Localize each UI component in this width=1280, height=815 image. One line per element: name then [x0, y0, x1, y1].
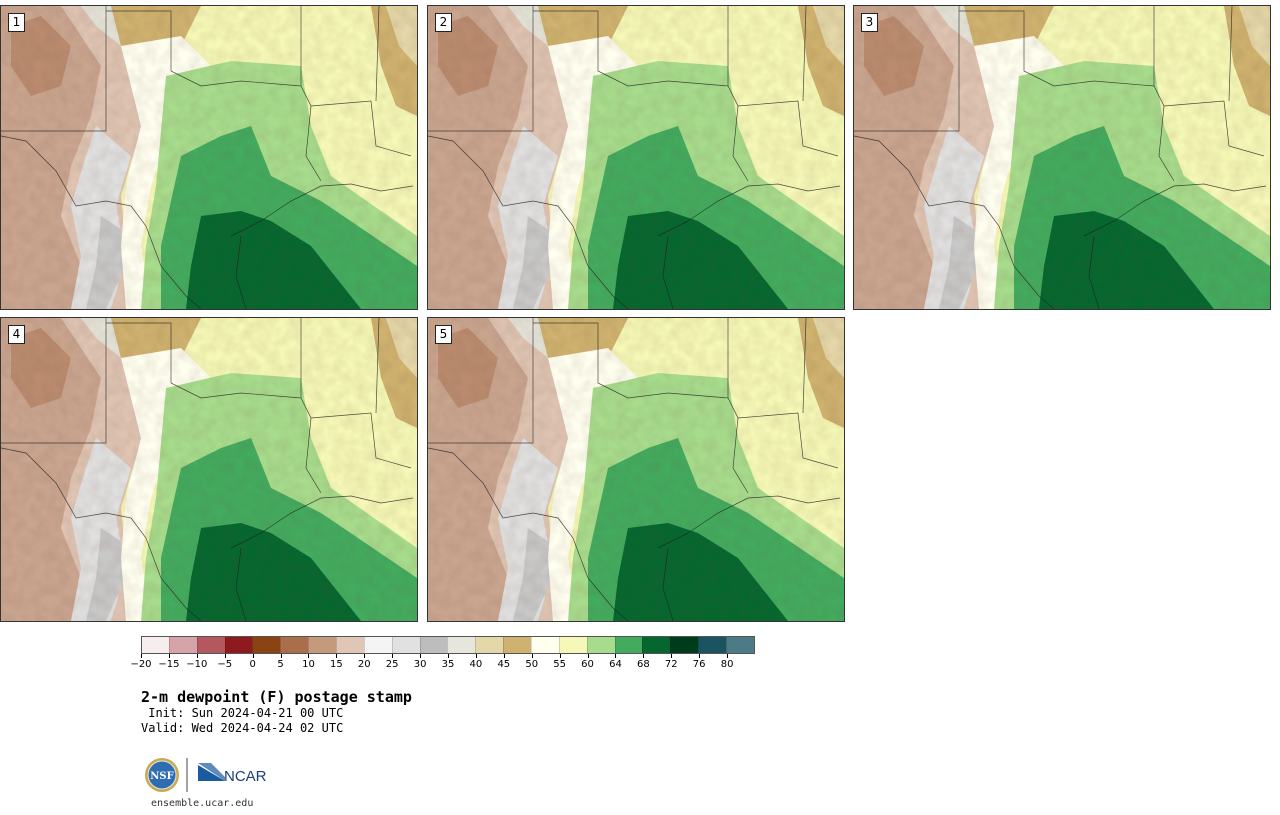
colorbar-swatch — [419, 637, 448, 653]
colorbar-swatch — [503, 637, 532, 653]
dewpoint-map — [1, 6, 417, 309]
colorbar-swatch — [475, 637, 504, 653]
colorbar-tick — [224, 654, 226, 658]
colorbar-swatch — [642, 637, 671, 653]
colorbar-swatch — [363, 637, 392, 653]
colorbar-swatch — [391, 637, 420, 653]
map-panel-5: 5 — [427, 317, 845, 622]
colorbar-tick — [336, 654, 338, 658]
colorbar-tick-label: 5 — [277, 659, 284, 670]
colorbar-tick — [531, 654, 533, 658]
colorbar-swatch — [142, 637, 169, 653]
colorbar-tick — [727, 654, 729, 658]
colorbar-tick-label: 68 — [636, 659, 650, 670]
colorbar-tick — [168, 654, 170, 658]
colorbar-tick-label: 76 — [692, 659, 706, 670]
colorbar-tick-label: −15 — [158, 659, 180, 670]
panel-number-label: 4 — [8, 325, 25, 344]
colorbar-tick — [671, 654, 673, 658]
colorbar-tick-label: 50 — [525, 659, 539, 670]
colorbar-tick-label: 40 — [469, 659, 483, 670]
colorbar-tick-label: 55 — [553, 659, 566, 670]
colorbar-swatch — [308, 637, 337, 653]
colorbar-tick — [475, 654, 477, 658]
panel-number-label: 2 — [435, 13, 452, 32]
dewpoint-map — [1, 318, 417, 621]
colorbar-tick — [615, 654, 617, 658]
colorbar-swatch — [252, 637, 281, 653]
map-panel-1: 1 — [0, 5, 418, 310]
colorbar-swatch — [224, 637, 253, 653]
panel-number-label: 5 — [435, 325, 452, 344]
panel-number-label: 1 — [8, 13, 25, 32]
title-block: 2-m dewpoint (F) postage stamp Init: Sun… — [141, 688, 412, 736]
colorbar-tick-label: 20 — [357, 659, 371, 670]
nsf-logo-icon: NSF — [145, 758, 179, 792]
dewpoint-map — [428, 318, 844, 621]
colorbar-tick-label: 0 — [249, 659, 256, 670]
colorbar-swatch — [336, 637, 364, 653]
colorbar — [141, 636, 755, 654]
colorbar-tick — [420, 654, 422, 658]
colorbar-swatch — [670, 637, 699, 653]
colorbar-swatch — [698, 637, 727, 653]
colorbar-swatch — [531, 637, 559, 653]
colorbar-swatch — [196, 637, 225, 653]
ncar-logo-text: NCAR — [224, 768, 267, 785]
colorbar-ticks: −20 −15 −10 −5 0 5 10 15 20 25 30 35 40 45 50 55 60 64 68 7… — [130, 654, 755, 674]
logos: NSF NCAR — [145, 758, 267, 792]
colorbar-tick — [587, 654, 589, 658]
colorbar-tick — [503, 654, 505, 658]
colorbar-tick-label: 30 — [413, 659, 427, 670]
colorbar-tick — [643, 654, 645, 658]
map-panel-3: 3 — [853, 5, 1271, 310]
colorbar-tick — [364, 654, 366, 658]
colorbar-swatch — [168, 637, 197, 653]
source-url: ensemble.ucar.edu — [151, 798, 254, 809]
nsf-logo-text: NSF — [150, 771, 173, 782]
colorbar-tick-label: 72 — [664, 659, 678, 670]
colorbar-tick-label: 10 — [302, 659, 315, 670]
colorbar-tick — [252, 654, 254, 658]
colorbar-swatch — [614, 637, 643, 653]
ncar-logo-icon: NCAR — [198, 763, 267, 785]
colorbar-tick-label: 45 — [497, 659, 511, 670]
colorbar-tick-label: 15 — [329, 659, 343, 670]
colorbar-tick-label: −10 — [186, 659, 208, 670]
colorbar-swatch — [447, 637, 476, 653]
colorbar-tick-label: 64 — [609, 659, 622, 670]
dewpoint-map — [428, 6, 844, 309]
colorbar-swatch — [280, 637, 309, 653]
colorbar-swatch — [726, 637, 754, 653]
colorbar-tick — [448, 654, 449, 658]
colorbar-tick-label: 80 — [720, 659, 734, 670]
dewpoint-map — [854, 6, 1270, 309]
colorbar-tick-label: −20 — [130, 659, 152, 670]
colorbar-swatch — [586, 637, 615, 653]
colorbar-tick-label: 25 — [385, 659, 399, 670]
colorbar-tick — [141, 654, 142, 658]
panel-number-label: 3 — [861, 13, 878, 32]
chart-title: 2-m dewpoint (F) postage stamp — [141, 688, 412, 706]
colorbar-tick-label: 35 — [441, 659, 455, 670]
colorbar-tick-label: 60 — [581, 659, 594, 670]
map-panel-4: 4 — [0, 317, 418, 622]
colorbar-tick — [308, 654, 310, 658]
colorbar-swatch — [558, 637, 587, 653]
colorbar-tick — [559, 654, 561, 658]
valid-time: Valid: Wed 2024-04-24 02 UTC — [141, 721, 344, 735]
colorbar-tick-label: −5 — [217, 659, 233, 670]
init-time: Init: Sun 2024-04-21 00 UTC — [141, 706, 344, 720]
colorbar-tick — [196, 654, 198, 658]
colorbar-tick — [392, 654, 394, 658]
colorbar-tick — [280, 654, 282, 658]
map-panel-2: 2 — [427, 5, 845, 310]
colorbar-tick — [699, 654, 701, 658]
